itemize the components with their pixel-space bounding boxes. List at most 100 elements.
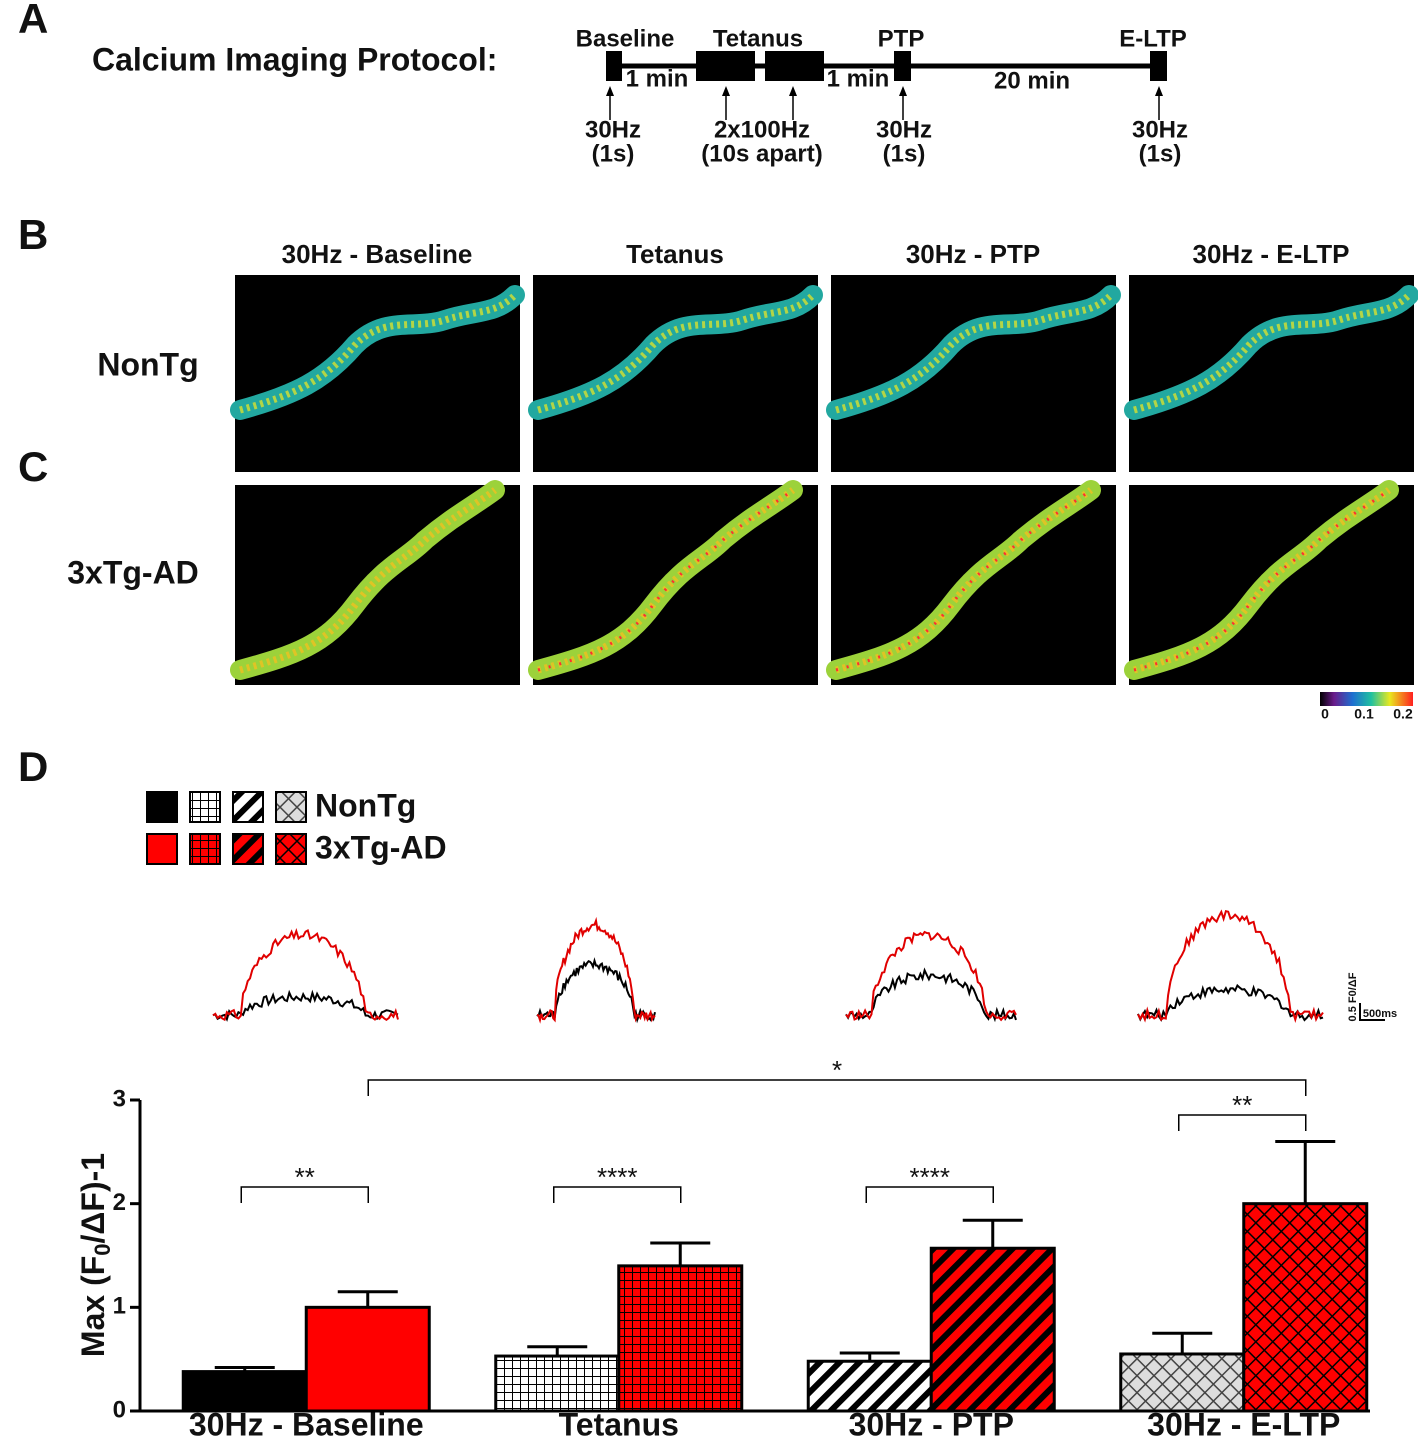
row-label: NonTg — [97, 346, 198, 382]
dendrite-core — [537, 292, 816, 414]
dendrite-core — [835, 487, 1094, 674]
panel-letter: C — [18, 443, 48, 490]
bar — [929, 1246, 1056, 1413]
arrow-head — [899, 86, 907, 96]
stimulus-duration: (1s) — [592, 140, 635, 167]
dendrite — [826, 285, 1121, 420]
dendrite-core — [1133, 487, 1392, 674]
colorbar-label: 0.1 — [1354, 706, 1374, 722]
significance-label: **** — [597, 1162, 637, 1192]
error-bar — [527, 1345, 588, 1357]
legend-swatch — [146, 791, 178, 823]
column-header: Tetanus — [626, 239, 724, 269]
dendrite-core — [1133, 292, 1412, 414]
stimulus-duration: (1s) — [1139, 140, 1182, 167]
scale-bar — [1359, 1003, 1385, 1021]
significance-label: ** — [295, 1162, 315, 1192]
trace — [845, 967, 1017, 1023]
phase-label: PTP — [878, 25, 925, 52]
scale-label: 500ms — [1363, 1008, 1397, 1020]
dendrite — [230, 285, 525, 420]
dendrite-core — [239, 292, 518, 414]
dendrite — [528, 480, 803, 680]
protocol-block — [765, 51, 824, 81]
dendrite — [528, 285, 823, 420]
bar — [617, 1264, 744, 1413]
dendrite — [1124, 285, 1418, 420]
y-label-part: Max (F — [75, 1256, 111, 1357]
y-label-part: /ΔF)-1 — [75, 1153, 111, 1244]
protocol-title: Calcium Imaging Protocol: — [92, 41, 497, 77]
dendrite — [826, 480, 1101, 680]
legend-swatch — [189, 833, 221, 865]
error-bar — [962, 1218, 1023, 1249]
trace — [845, 930, 1017, 1022]
trace — [1137, 983, 1324, 1022]
error-bar — [650, 1241, 711, 1266]
y-label-sub: 0 — [90, 1243, 115, 1255]
colorbar-label: 0.2 — [1393, 706, 1413, 722]
trace — [212, 927, 399, 1022]
interval-label: 1 min — [626, 65, 689, 92]
trace — [1137, 909, 1324, 1024]
dendrite-core — [537, 487, 796, 674]
stimulus-freq: 30Hz — [876, 116, 932, 143]
significance-bracket — [865, 1186, 994, 1203]
panel-letter: A — [18, 0, 48, 42]
column-header: 30Hz - PTP — [906, 239, 1040, 269]
trace — [536, 916, 656, 1024]
bar — [806, 1359, 933, 1413]
dendrite — [230, 480, 505, 680]
protocol-block — [1150, 51, 1167, 81]
stimulus-duration: (1s) — [883, 140, 926, 167]
bar — [304, 1305, 431, 1413]
legend-swatch — [232, 833, 264, 865]
interval-label: 20 min — [994, 67, 1070, 94]
error-bar — [1152, 1331, 1213, 1354]
trace — [212, 989, 399, 1022]
error-bar — [1275, 1139, 1336, 1204]
interval-label: 1 min — [827, 65, 890, 92]
arrow-head — [606, 86, 614, 96]
legend-label: 3xTg-AD — [315, 829, 447, 865]
y-tick-label: 0 — [113, 1396, 126, 1423]
bar — [494, 1354, 621, 1413]
legend-swatch — [189, 791, 221, 823]
bar — [1242, 1202, 1369, 1413]
legend-swatch — [275, 833, 307, 865]
significance-bracket — [1178, 1114, 1307, 1131]
protocol-block — [606, 51, 622, 81]
dendrite-core — [239, 487, 498, 674]
significance-label: * — [832, 1055, 842, 1085]
bar — [1119, 1352, 1246, 1413]
bar — [181, 1370, 308, 1413]
colorbar — [1320, 692, 1413, 706]
arrow-head — [722, 86, 730, 96]
significance-bracket — [367, 1079, 1307, 1096]
dendrite-hot — [835, 488, 1092, 672]
dendrite-core — [835, 292, 1114, 414]
stimulus-freq: 2x100Hz — [714, 116, 810, 143]
legend-label: NonTg — [315, 787, 416, 823]
arrow-head — [789, 86, 797, 96]
phase-label: Baseline — [576, 25, 675, 52]
stimulus-duration: (10s apart) — [701, 140, 822, 167]
colorbar-label: 0 — [1321, 706, 1329, 722]
panel-letter: D — [18, 743, 48, 790]
dendrite — [1124, 480, 1399, 680]
stimulus-freq: 30Hz — [1132, 116, 1188, 143]
legend-swatch — [146, 833, 178, 865]
significance-label: **** — [910, 1162, 950, 1192]
significance-label: ** — [1232, 1090, 1252, 1120]
phase-label: Tetanus — [713, 25, 803, 52]
scale-label: 0.5 F0/ΔF — [1347, 972, 1359, 1021]
dendrite-hot — [537, 488, 794, 672]
legend-swatch — [232, 791, 264, 823]
stimulus-freq: 30Hz — [585, 116, 641, 143]
y-tick-label: 2 — [113, 1189, 126, 1216]
y-tick-label: 1 — [113, 1293, 126, 1320]
legend-swatch — [275, 791, 307, 823]
y-tick-label: 3 — [113, 1085, 126, 1112]
row-label: 3xTg-AD — [67, 554, 199, 590]
